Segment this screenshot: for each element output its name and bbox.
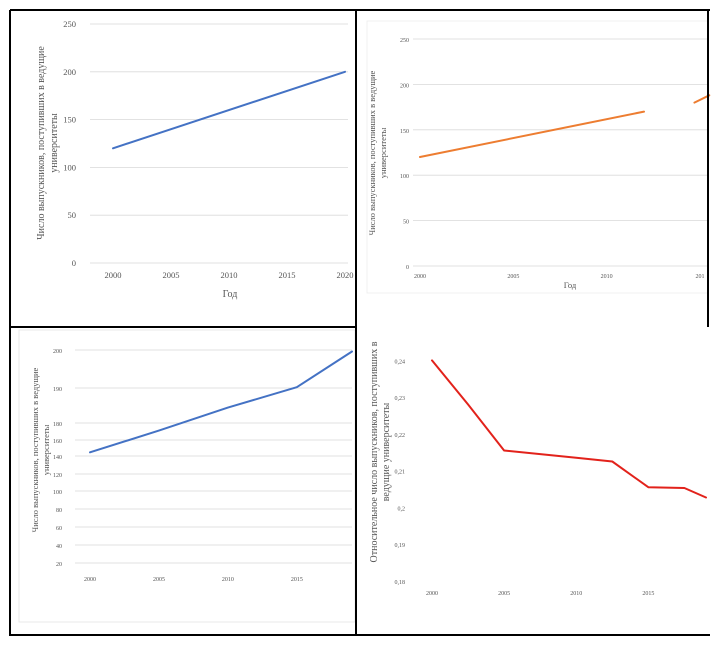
chart4-y-tick-label: 0,24 xyxy=(395,359,406,365)
chart1-y-tick-label: 150 xyxy=(63,115,76,125)
chart4-y-axis-title-line2: ведущие университеты xyxy=(381,402,392,501)
chart2-x-tick-label: 201 xyxy=(696,274,705,280)
chart4-y-tick-label: 0,21 xyxy=(395,470,406,476)
chart4-x-tick-label: 2015 xyxy=(642,591,654,597)
chart2-series-line-2 xyxy=(693,94,711,104)
chart3-y-axis-title-line2: университеты xyxy=(41,424,51,475)
chart1-x-tick-label: 2000 xyxy=(105,270,122,280)
chart4-y-tick-label: 0,22 xyxy=(395,433,406,439)
chart3-series-line-1 xyxy=(89,350,353,454)
chart3-x-tick-label: 2005 xyxy=(153,577,165,583)
chart1-x-axis-title: Год xyxy=(223,289,238,300)
chart2-y-tick-label: 0 xyxy=(406,265,409,271)
chart3-y-tick-label: 190 xyxy=(53,387,62,393)
chart3-y-axis-title-line1: Число выпускников, поступивших в ведущие xyxy=(30,367,40,532)
chart3-x-tick-label: 2015 xyxy=(291,577,303,583)
chart1-series-line-1 xyxy=(112,70,346,150)
chart-panel-2: 0 50 100 150 200 250 2000 2005 2010 201 Год Числ… xyxy=(366,20,711,294)
chart3-x-tick-label: 2000 xyxy=(84,577,96,583)
chart-panel-1: 0 50 100 150 200 250 2000 2005 2010 2015 2020 Год… xyxy=(36,19,354,300)
chart3-y-tick-label: 200 xyxy=(53,349,62,355)
chart4-y-tick-label: 0,23 xyxy=(395,396,406,402)
chart2-series-line-1 xyxy=(419,110,645,158)
chart3-y-tick-label: 40 xyxy=(56,544,62,550)
chart3-y-tick-label: 120 xyxy=(53,473,62,479)
chart4-y-tick-label: 0,18 xyxy=(395,580,406,586)
chart1-y-tick-label: 0 xyxy=(72,258,76,268)
panel-separators xyxy=(9,9,710,636)
chart-panel-4: 0,18 0,19 0,2 0,21 0,22 0,23 0,24 2000 2005 2010… xyxy=(369,341,707,597)
chart1-y-tick-label: 250 xyxy=(63,19,76,29)
chart1-y-axis-title-line1: Число выпускников, поступивших в ведущие xyxy=(36,46,47,240)
chart3-y-tick-label: 140 xyxy=(53,455,62,461)
chart1-x-tick-label: 2005 xyxy=(163,270,180,280)
chart4-y-tick-label: 0,19 xyxy=(395,543,406,549)
chart2-x-tick-label: 2000 xyxy=(414,274,426,280)
chart1-y-axis-title-line2: университеты xyxy=(49,113,60,173)
chart1-x-tick-label: 2020 xyxy=(337,270,354,280)
chart2-y-axis-title-line2: университеты xyxy=(378,127,388,178)
chart2-y-tick-label: 100 xyxy=(400,174,409,180)
chart4-x-tick-label: 2000 xyxy=(426,591,438,597)
chart2-x-tick-label: 2010 xyxy=(601,274,613,280)
chart3-y-tick-label: 180 xyxy=(53,422,62,428)
chart2-border xyxy=(366,20,709,294)
chart4-series-line-1 xyxy=(431,359,707,499)
chart4-x-tick-label: 2010 xyxy=(570,591,582,597)
chart3-y-tick-label: 160 xyxy=(53,439,62,445)
chart4-x-tick-label: 2005 xyxy=(498,591,510,597)
chart3-y-tick-label: 60 xyxy=(56,526,62,532)
chart1-y-tick-label: 50 xyxy=(68,210,77,220)
chart1-y-tick-label: 200 xyxy=(63,67,76,77)
chart1-y-tick-label: 100 xyxy=(63,162,76,172)
chart1-x-tick-label: 2015 xyxy=(279,270,296,280)
chart4-y-tick-label: 0,2 xyxy=(398,506,406,512)
chart-panel-3: 20 40 60 80 100 120 140 160 180 190 200 2000 2005 20… xyxy=(18,329,356,623)
chart3-y-tick-label: 20 xyxy=(56,562,62,568)
chart3-y-tick-label: 80 xyxy=(56,508,62,514)
chart3-border xyxy=(18,329,356,623)
chart2-y-tick-label: 250 xyxy=(400,38,409,44)
chart2-y-axis-title-line1: Число выпускников, поступивших в ведущие xyxy=(367,70,377,235)
chart2-x-axis-title: Год xyxy=(564,280,577,290)
chart2-y-tick-label: 150 xyxy=(400,129,409,135)
chart3-y-tick-label: 100 xyxy=(53,490,62,496)
chart3-x-tick-label: 2010 xyxy=(222,577,234,583)
chart2-y-tick-label: 200 xyxy=(400,83,409,89)
chart1-x-tick-label: 2010 xyxy=(221,270,238,280)
chart2-y-tick-label: 50 xyxy=(403,220,409,226)
chart2-x-tick-label: 2005 xyxy=(507,274,519,280)
chart4-y-axis-title-line1: Относительное число выпускников, поступи… xyxy=(369,341,380,562)
